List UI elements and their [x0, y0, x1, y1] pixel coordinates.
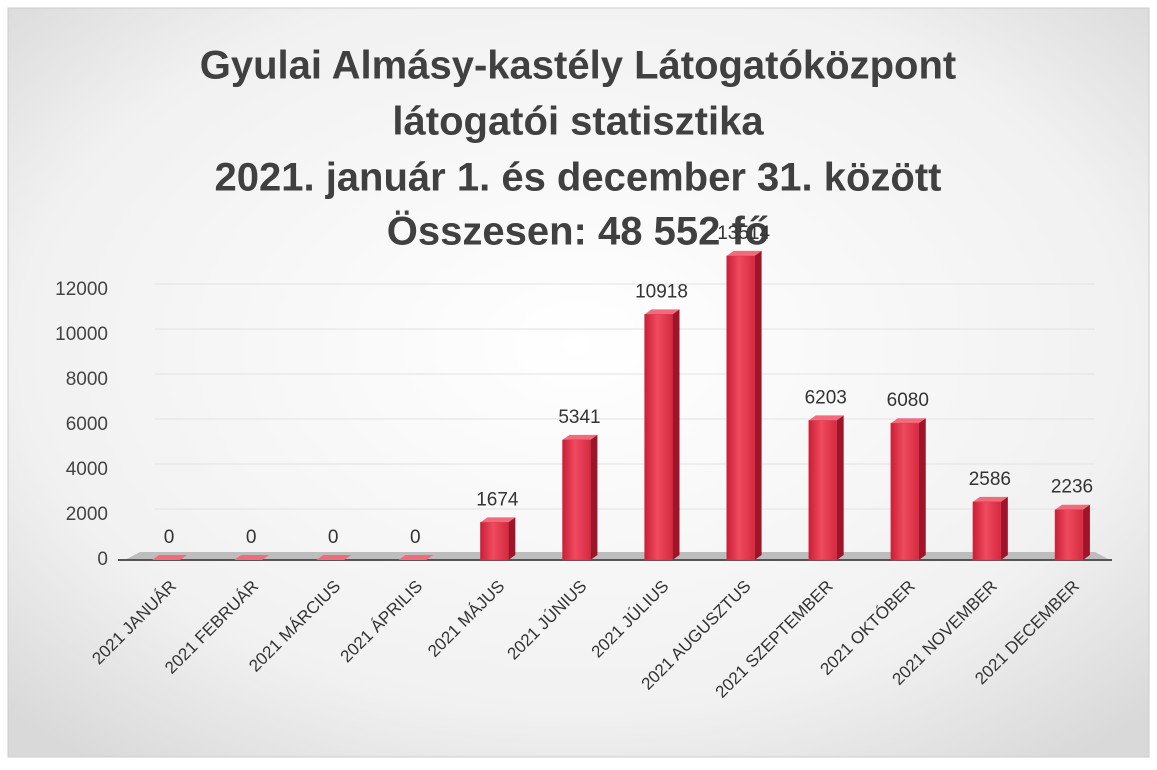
- bar-side: [754, 250, 762, 560]
- value-label: 0: [164, 527, 175, 548]
- bar-side: [972, 496, 1008, 502]
- y-tick-label: 8000: [66, 369, 108, 390]
- value-label: 6080: [887, 390, 929, 411]
- title-line: Gyulai Almásy-kastély Látogatóközpont: [200, 44, 956, 88]
- bar-side: [918, 418, 926, 560]
- bar-side: [808, 415, 844, 421]
- y-tick-label: 2000: [66, 504, 108, 525]
- bar: [972, 501, 1002, 561]
- bar-side: [1000, 496, 1008, 560]
- y-tick-label: 10000: [55, 324, 108, 345]
- bar: [562, 439, 591, 561]
- title-line: 2021. január 1. és december 31. között: [214, 156, 941, 200]
- bar: [808, 420, 837, 561]
- bar-side: [480, 517, 516, 523]
- value-label: 0: [246, 527, 257, 548]
- bar-side: [1055, 504, 1090, 510]
- bar-side: [508, 517, 516, 560]
- bar-side: [590, 434, 598, 560]
- bar-side: [1082, 504, 1090, 560]
- value-label: 2236: [1051, 477, 1093, 498]
- y-tick-label: 6000: [66, 414, 108, 435]
- bar-side: [672, 309, 680, 560]
- y-tick-label: 4000: [66, 459, 108, 480]
- bar: [726, 255, 755, 561]
- title-line: látogatói statisztika: [392, 100, 764, 144]
- value-label: 0: [328, 527, 339, 548]
- bar: [644, 314, 673, 561]
- floor: [125, 552, 1110, 560]
- title-line: Összesen: 48 552 fő: [387, 209, 769, 254]
- bar: [480, 522, 509, 561]
- bar-side: [152, 555, 187, 560]
- bar-side: [890, 418, 926, 424]
- value-label: 13514: [717, 223, 770, 244]
- y-tick-label: 0: [97, 549, 108, 570]
- value-label: 10918: [635, 281, 688, 302]
- bar-side: [644, 309, 680, 315]
- value-label: 0: [410, 527, 421, 548]
- value-label: 2586: [969, 469, 1011, 490]
- bar-side: [316, 555, 352, 560]
- value-label: 6203: [805, 387, 847, 408]
- value-label: 5341: [558, 407, 600, 428]
- value-label: 1674: [476, 489, 519, 510]
- bar-side: [726, 250, 762, 256]
- y-tick-label: 12000: [55, 279, 108, 300]
- bar-side: [562, 434, 598, 440]
- bar-side: [234, 555, 270, 560]
- bar: [890, 422, 919, 561]
- bar-side: [398, 555, 434, 560]
- bar-side: [836, 415, 844, 560]
- background: [7, 7, 1150, 758]
- bar: [1054, 509, 1084, 561]
